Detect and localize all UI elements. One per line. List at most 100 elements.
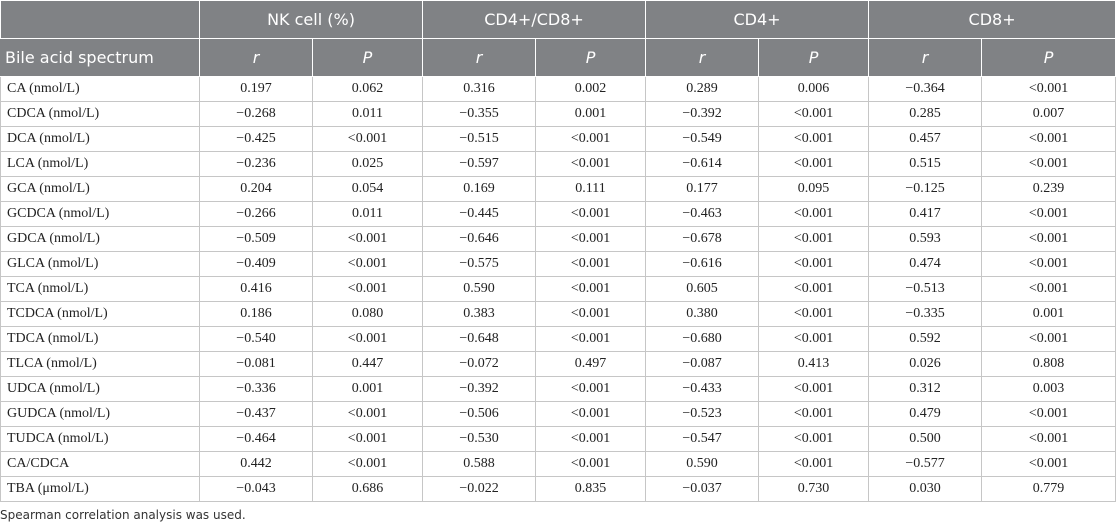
cell-nk-r: 0.416 <box>199 276 313 302</box>
cell-nk-r: 0.204 <box>199 176 313 202</box>
table-row: TCA (nmol/L) 0.416 <0.001 0.590 <0.001 0.605 <… <box>0 276 1116 302</box>
cell-nk-p: <0.001 <box>311 426 424 452</box>
cell-cd8-p: <0.001 <box>981 426 1116 452</box>
cell-cd4-r: −0.547 <box>645 426 760 452</box>
cell-cd4-cd8-r: 0.590 <box>422 276 537 302</box>
group-header-cd8: CD8+ <box>868 0 1116 39</box>
cell-cd8-r: 0.500 <box>868 426 983 452</box>
cell-cd4-cd8-r: 0.316 <box>422 76 537 102</box>
cell-cd4-p: <0.001 <box>758 451 870 477</box>
cell-cd4-r: −0.433 <box>645 376 760 402</box>
cell-cd4-p: <0.001 <box>758 426 870 452</box>
header-r-cd4-cd8: r <box>422 38 537 77</box>
table-row: TUDCA (nmol/L) −0.464 <0.001 −0.530 <0.001 −0… <box>0 426 1116 452</box>
header-bile-acid-spectrum: Bile acid spectrum <box>0 38 200 77</box>
header-r-cd8: r <box>868 38 983 77</box>
header-p-cd4-cd8: P <box>535 38 647 77</box>
cell-cd8-p: 0.239 <box>981 176 1116 202</box>
cell-cd8-p: <0.001 <box>981 76 1116 102</box>
cell-cd8-r: 0.515 <box>868 151 983 177</box>
cell-cd4-cd8-p: <0.001 <box>535 226 647 252</box>
cell-cd4-r: 0.289 <box>645 76 760 102</box>
cell-cd4-cd8-p: <0.001 <box>535 451 647 477</box>
table-row: TDCA (nmol/L) −0.540 <0.001 −0.648 <0.001 −0.… <box>0 326 1116 352</box>
group-header-cd4: CD4+ <box>645 0 870 39</box>
cell-nk-p: <0.001 <box>311 276 424 302</box>
cell-cd4-p: <0.001 <box>758 201 870 227</box>
cell-cd4-r: −0.463 <box>645 201 760 227</box>
cell-cd4-r: 0.605 <box>645 276 760 302</box>
cell-cd4-cd8-r: −0.072 <box>422 351 537 377</box>
cell-nk-r: −0.425 <box>199 126 313 152</box>
cell-row-label: GUDCA (nmol/L) <box>0 401 200 427</box>
cell-cd4-p: 0.730 <box>758 476 870 502</box>
cell-nk-p: <0.001 <box>311 251 424 277</box>
cell-cd8-p: 0.779 <box>981 476 1116 502</box>
cell-nk-r: −0.336 <box>199 376 313 402</box>
cell-cd4-cd8-p: <0.001 <box>535 426 647 452</box>
cell-cd4-cd8-r: −0.648 <box>422 326 537 352</box>
cell-cd8-r: 0.593 <box>868 226 983 252</box>
cell-cd4-p: <0.001 <box>758 126 870 152</box>
cell-cd8-p: <0.001 <box>981 126 1116 152</box>
cell-nk-r: 0.186 <box>199 301 313 327</box>
cell-row-label: TUDCA (nmol/L) <box>0 426 200 452</box>
cell-cd4-r: 0.380 <box>645 301 760 327</box>
cell-cd4-cd8-p: <0.001 <box>535 126 647 152</box>
cell-row-label: LCA (nmol/L) <box>0 151 200 177</box>
cell-cd4-p: 0.006 <box>758 76 870 102</box>
group-header-nk-cell: NK cell (%) <box>198 0 424 39</box>
cell-cd8-p: <0.001 <box>981 451 1116 477</box>
cell-cd4-p: <0.001 <box>758 401 870 427</box>
header-empty-corner <box>0 0 200 39</box>
cell-row-label: TCDCA (nmol/L) <box>0 301 200 327</box>
cell-cd4-cd8-r: 0.169 <box>422 176 537 202</box>
cell-nk-p: <0.001 <box>311 451 424 477</box>
cell-nk-r: 0.197 <box>199 76 313 102</box>
cell-cd4-cd8-r: 0.588 <box>422 451 537 477</box>
cell-nk-p: 0.011 <box>311 101 424 127</box>
cell-nk-p: 0.054 <box>311 176 424 202</box>
group-header-row: NK cell (%) CD4+/CD8+ CD4+ CD8+ <box>0 0 1116 39</box>
cell-nk-p: 0.447 <box>311 351 424 377</box>
header-p-nk: P <box>311 38 424 77</box>
cell-nk-r: −0.409 <box>199 251 313 277</box>
cell-nk-p: 0.001 <box>311 376 424 402</box>
cell-cd4-r: 0.177 <box>645 176 760 202</box>
correlation-table: NK cell (%) CD4+/CD8+ CD4+ CD8+ Bile aci… <box>0 0 1116 502</box>
cell-nk-r: −0.266 <box>199 201 313 227</box>
cell-cd4-cd8-r: −0.506 <box>422 401 537 427</box>
cell-cd8-p: <0.001 <box>981 326 1116 352</box>
cell-nk-p: <0.001 <box>311 126 424 152</box>
cell-cd8-r: 0.474 <box>868 251 983 277</box>
cell-nk-r: −0.081 <box>199 351 313 377</box>
table-row: CA/CDCA 0.442 <0.001 0.588 <0.001 0.590 <0.001… <box>0 451 1116 477</box>
cell-row-label: CA/CDCA <box>0 451 200 477</box>
cell-cd4-cd8-p: <0.001 <box>535 201 647 227</box>
cell-row-label: GCA (nmol/L) <box>0 176 200 202</box>
cell-cd8-r: 0.417 <box>868 201 983 227</box>
cell-cd4-cd8-p: 0.111 <box>535 176 647 202</box>
cell-cd8-r: 0.457 <box>868 126 983 152</box>
cell-cd4-cd8-r: −0.530 <box>422 426 537 452</box>
header-p-cd8: P <box>981 38 1116 77</box>
cell-cd8-p: <0.001 <box>981 151 1116 177</box>
cell-cd4-r: −0.087 <box>645 351 760 377</box>
cell-cd8-r: 0.479 <box>868 401 983 427</box>
cell-cd4-cd8-p: <0.001 <box>535 151 647 177</box>
cell-cd4-p: <0.001 <box>758 226 870 252</box>
table-row: CDCA (nmol/L) −0.268 0.011 −0.355 0.001 −0.39… <box>0 101 1116 127</box>
cell-cd4-cd8-r: −0.575 <box>422 251 537 277</box>
cell-cd4-p: <0.001 <box>758 101 870 127</box>
cell-cd8-r: 0.026 <box>868 351 983 377</box>
table-footnote: Spearman correlation analysis was used. <box>0 508 246 522</box>
cell-cd4-cd8-r: −0.597 <box>422 151 537 177</box>
cell-cd4-p: <0.001 <box>758 376 870 402</box>
cell-nk-r: −0.236 <box>199 151 313 177</box>
cell-cd4-cd8-p: <0.001 <box>535 401 647 427</box>
cell-row-label: GLCA (nmol/L) <box>0 251 200 277</box>
cell-cd8-r: 0.285 <box>868 101 983 127</box>
table-row: LCA (nmol/L) −0.236 0.025 −0.597 <0.001 −0.61… <box>0 151 1116 177</box>
cell-cd4-cd8-p: 0.497 <box>535 351 647 377</box>
cell-nk-r: −0.043 <box>199 476 313 502</box>
